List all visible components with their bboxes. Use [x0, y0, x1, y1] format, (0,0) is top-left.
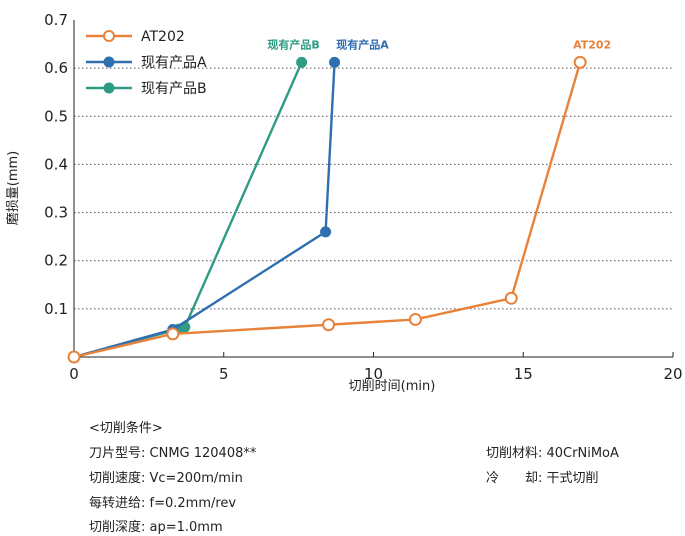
x-tick-label: 0 [69, 365, 79, 383]
conditions-header: <切削条件> [89, 421, 163, 436]
series-line [73, 62, 336, 359]
condition-cutting-speed: 切削速度: Vc=200m/min [89, 471, 243, 486]
condition-cooling: 冷 却: 干式切削 [486, 471, 599, 486]
data-point [296, 56, 308, 68]
legend-label: 现有产品A [141, 55, 207, 71]
wear-chart: 0.10.20.30.40.50.60.7 0 5 10 15 20 现有产品B 现有产品… [6, 11, 683, 394]
x-tick-label: 10 [364, 365, 383, 383]
y-tick-label: 0.1 [44, 300, 68, 318]
y-tick-label: 0.5 [44, 107, 68, 125]
legend-marker [103, 56, 115, 68]
series-end-labels: 现有产品B 现有产品A AT202 [267, 37, 611, 51]
series-end-label: 现有产品A [336, 37, 389, 51]
x-tick-label: 15 [514, 365, 533, 383]
data-point [67, 350, 81, 364]
x-axis-label: 切削时间(min) [349, 379, 436, 394]
series-lines [67, 55, 587, 364]
series-end-label: AT202 [573, 38, 611, 51]
grid-lines [74, 67, 673, 310]
x-tick-label: 20 [663, 365, 682, 383]
data-point [322, 318, 336, 332]
x-tick-labels: 0 5 10 15 20 [69, 365, 682, 383]
y-tick-label: 0.4 [44, 155, 68, 173]
legend-label: 现有产品B [141, 81, 207, 97]
data-point [408, 312, 422, 326]
data-point [504, 291, 518, 305]
legend-marker [103, 30, 115, 42]
condition-depth: 切削深度: ap=1.0mm [89, 520, 223, 535]
data-point [320, 226, 332, 238]
y-tick-label: 0.7 [44, 11, 68, 29]
y-tick-labels: 0.1 0.2 0.3 0.4 0.5 0.6 0.7 [44, 11, 68, 318]
data-point [329, 56, 341, 68]
series-line [73, 62, 582, 359]
data-point [573, 55, 587, 69]
condition-feed: 每转进给: f=0.2mm/rev [89, 496, 237, 511]
axes [73, 20, 674, 358]
series-end-label: 现有产品B [267, 37, 319, 51]
y-tick-label: 0.2 [44, 252, 68, 270]
series-line [73, 61, 303, 359]
y-axis-label: 磨损量(mm) [6, 151, 21, 225]
legend-marker [103, 82, 115, 94]
y-tick-label: 0.6 [44, 59, 68, 77]
y-tick-label: 0.3 [44, 204, 68, 222]
legend-label: AT202 [141, 29, 185, 45]
condition-insert-model: 刀片型号: CNMG 120408** [89, 446, 257, 461]
condition-material: 切削材料: 40CrNiMoA [486, 446, 619, 461]
x-tick-label: 5 [219, 365, 229, 383]
data-point [166, 327, 180, 341]
legend: AT202 现有产品A 现有产品B [86, 29, 207, 97]
